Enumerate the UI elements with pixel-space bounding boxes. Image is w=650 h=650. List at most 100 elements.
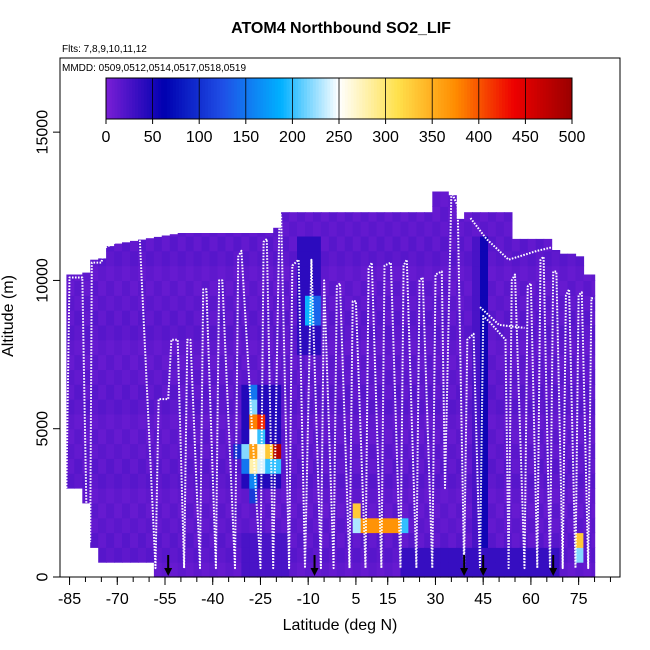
heatmap-cell [281,488,290,504]
heatmap-cell [185,369,195,385]
heatmap-cell [336,443,346,459]
heatmap-cell [281,295,290,311]
heatmap-cell [424,562,433,578]
colorbar-segment [446,78,451,119]
heatmap-cell [360,265,370,281]
heatmap-cell [495,458,505,474]
heatmap-cell [400,458,410,474]
heatmap-cell [432,443,441,459]
heatmap-cell [488,399,497,415]
heatmap-cell [448,324,457,341]
heatmap-cell [281,310,290,326]
heatmap-cell [440,339,449,356]
heatmap-cell [495,295,505,311]
colorbar-segment [146,78,151,119]
heatmap-cell [567,384,577,400]
heatmap-cell [138,280,147,296]
heatmap-cell [289,280,298,296]
heatmap-cell [114,280,123,296]
heatmap-cell [424,324,433,341]
heatmap-cell [82,369,91,385]
heatmap-cell [464,339,473,356]
heatmap-cell [145,238,155,252]
heatmap-cell [233,458,242,474]
heatmap-cell [519,473,529,489]
heatmap-cell [161,310,171,326]
heatmap-cell [281,473,290,489]
heatmap-cell [488,212,497,222]
heatmap-cell [90,369,99,385]
heatmap-cell [297,488,306,504]
heatmap-cell [98,258,107,267]
heatmap-cell [432,502,441,519]
heatmap-cell [305,517,314,534]
heatmap-cell [495,310,505,326]
heatmap-cell [138,384,147,400]
heatmap-cell [448,384,457,400]
heatmap-cell [511,369,521,385]
heatmap-cell [106,369,115,385]
heatmap-cell [543,428,553,445]
heatmap-cell [456,517,465,534]
colorbar-segment [292,78,296,119]
heatmap-cell [583,369,592,385]
colorbar-segment [184,78,189,119]
heatmap-cell [448,235,457,252]
heatmap-cell [575,473,585,489]
heatmap-cell [488,265,497,281]
heatmap-cell [82,443,91,459]
heatmap-cell [313,339,322,356]
heatmap-cell [233,310,242,326]
heatmap-cell [177,532,187,548]
heatmap-cell [543,369,553,385]
heatmap-cell [313,369,322,385]
heatmap-cell [328,265,338,281]
heatmap-cell [289,324,298,341]
heatmap-cell [90,413,99,430]
heatmap-cell [98,339,107,356]
heatmap-cell [551,547,561,563]
heatmap-cell [488,280,497,296]
heatmap-cell [217,280,227,296]
colorbar-segment [531,78,535,119]
heatmap-cell [384,324,394,341]
heatmap-cell [273,227,282,237]
heatmap-cell [185,443,195,459]
colorbar-segment [502,78,506,119]
heatmap-cell [392,369,402,385]
heatmap-cell [352,280,362,296]
heatmap-cell [249,265,258,281]
heatmap-cell [201,339,211,356]
heatmap-cell [273,532,282,548]
heatmap-cell [249,532,258,548]
heatmap-cell [305,532,314,548]
heatmap-cell [241,369,250,385]
heatmap-cell [400,212,410,222]
heatmap-cell [193,354,203,370]
heatmap-cell [472,324,481,341]
heatmap-cell [559,354,569,370]
heatmap-cell [376,280,386,296]
heatmap-cell [368,458,378,474]
colorbar-segment [411,78,416,119]
heatmap-cell [106,384,115,400]
heatmap-cell [217,369,227,385]
heatmap-cell [241,339,250,356]
heatmap-cell [153,384,163,400]
heatmap-cell [281,502,290,519]
colorbar-segment [560,78,564,119]
heatmap-cell [495,221,505,237]
heatmap-cell [448,369,457,385]
heatmap-cell [376,339,386,356]
colorbar-segment [304,78,308,119]
heatmap-cell [153,339,163,356]
heatmap-cell [66,369,75,385]
heatmap-cell [352,413,362,430]
colorbar-segment [539,78,544,119]
heatmap-cell [583,399,592,415]
heatmap-cell [320,517,330,534]
heatmap-cell [320,295,330,311]
heatmap-cell [217,354,227,370]
heatmap-cell [169,280,179,296]
heatmap-cell [273,502,282,519]
